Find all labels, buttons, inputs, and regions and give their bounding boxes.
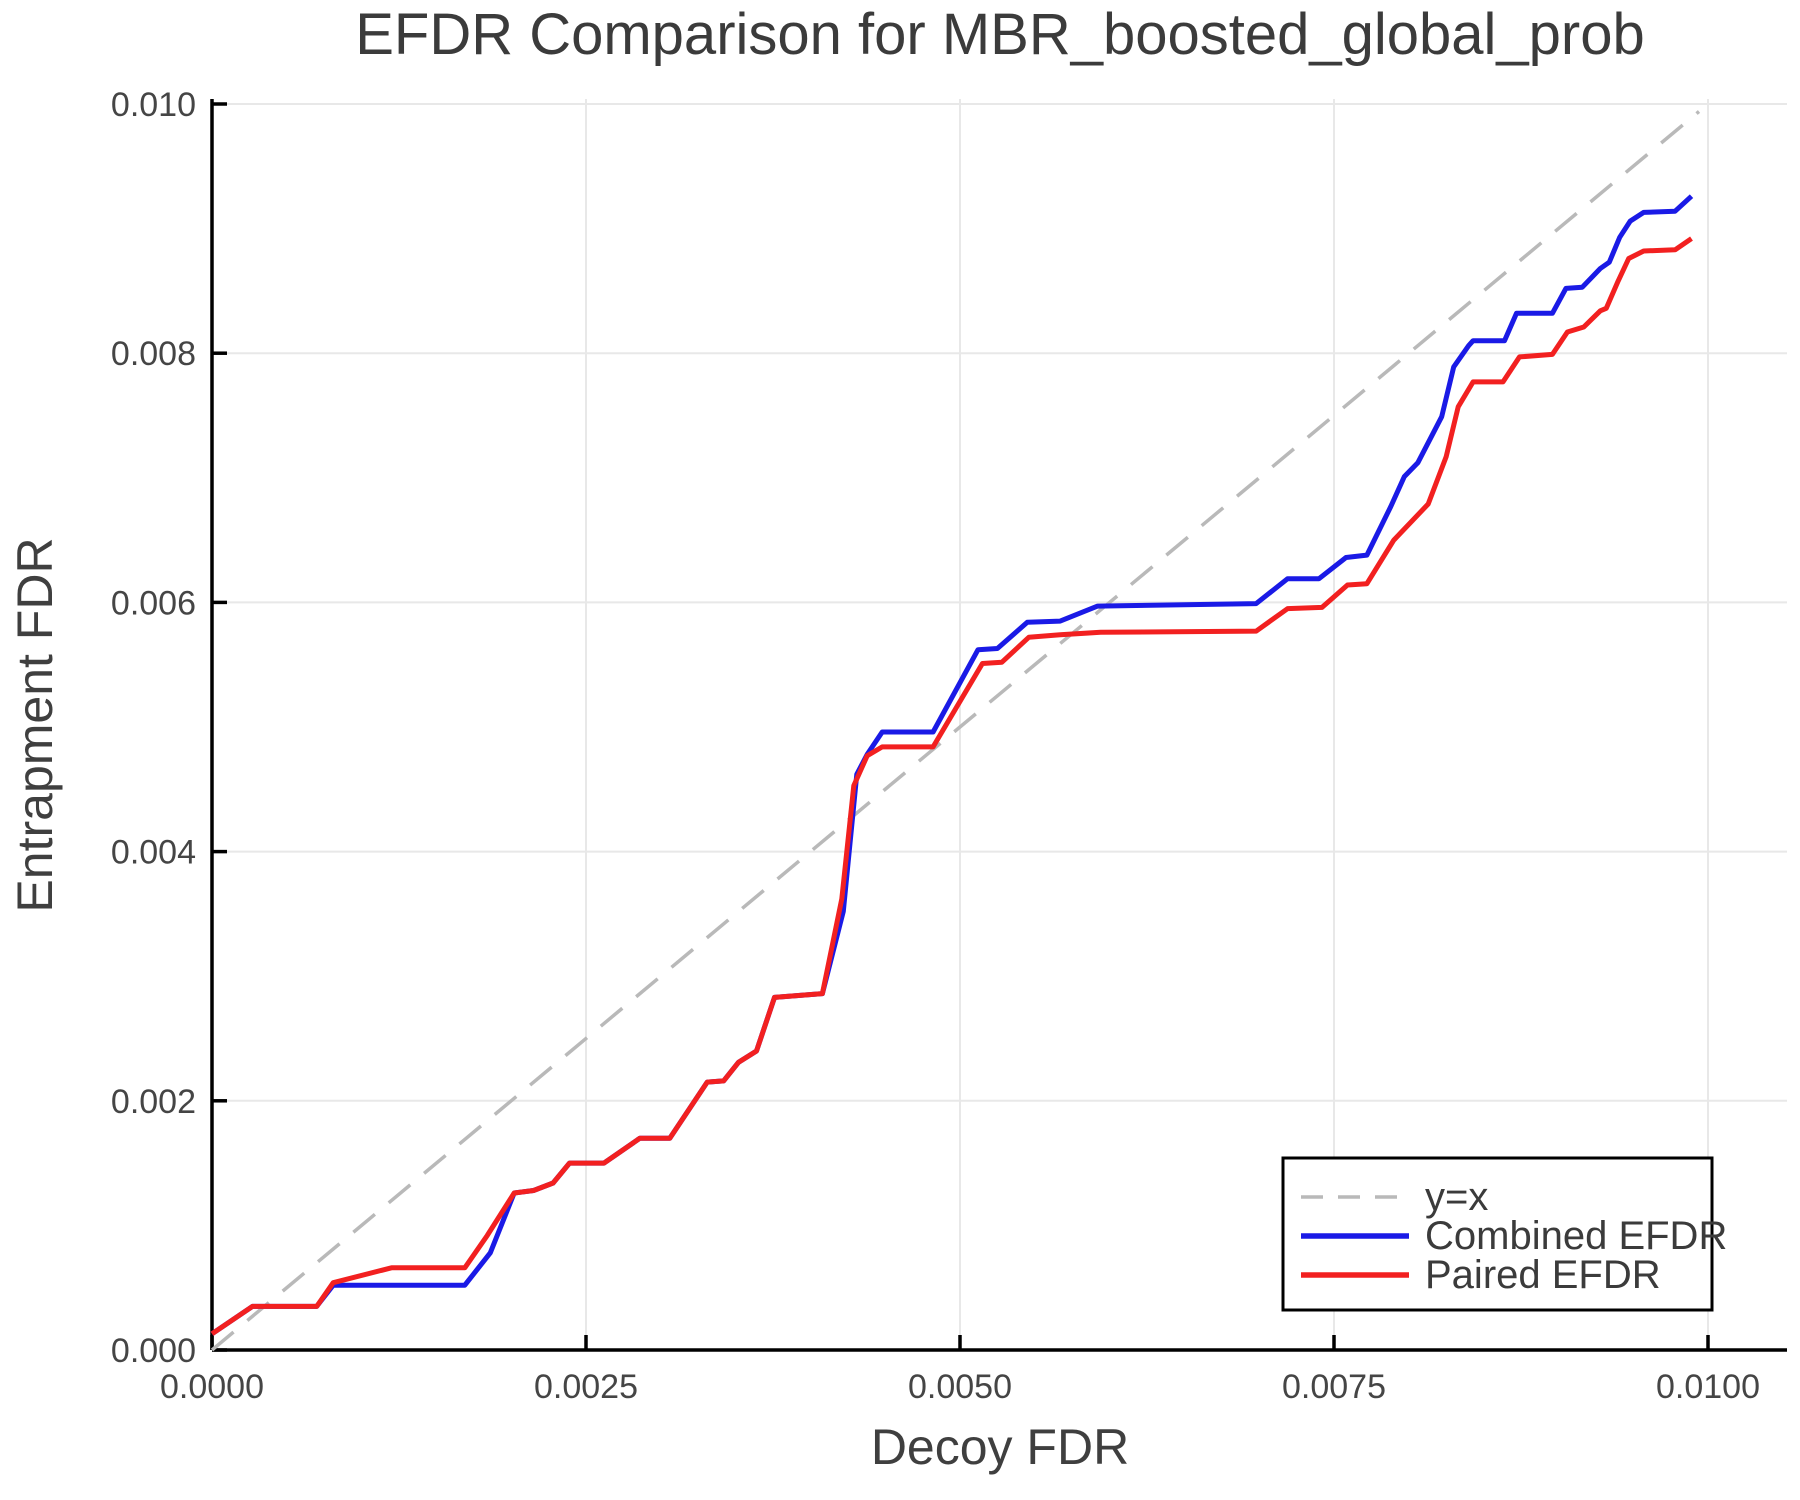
y-tick-label: 0.000 xyxy=(111,1332,196,1370)
x-tick-label: 0.0025 xyxy=(534,1368,638,1406)
x-tick-labels: 0.0000 0.0025 0.0050 0.0075 0.0100 xyxy=(160,1368,1760,1406)
gridlines xyxy=(212,99,1787,1350)
y-tick-labels: 0.000 0.002 0.004 0.006 0.008 0.010 xyxy=(111,86,196,1370)
y-tick-label: 0.004 xyxy=(111,834,196,872)
plot-area xyxy=(212,99,1787,1350)
legend-item-paired-efdr: Paired EFDR xyxy=(1301,1253,1661,1297)
y-axis-label: Entrapment FDR xyxy=(7,537,63,912)
y-tick-label: 0.006 xyxy=(111,584,196,622)
x-tick-label: 0.0075 xyxy=(1282,1368,1386,1406)
legend-item-combined-efdr: Combined EFDR xyxy=(1301,1214,1727,1258)
x-tick-label: 0.0100 xyxy=(1656,1368,1760,1406)
y-tick-label: 0.002 xyxy=(111,1083,196,1121)
x-axis-label: Decoy FDR xyxy=(871,1419,1129,1475)
series-line-paired-efdr xyxy=(210,236,1693,1336)
y-tick-label: 0.010 xyxy=(111,86,196,124)
y-tick-label: 0.008 xyxy=(111,335,196,373)
series-lines xyxy=(210,110,1701,1352)
series-line-y-x xyxy=(210,110,1701,1352)
legend-item-y-x: y=x xyxy=(1301,1175,1488,1219)
legend-label-combined-efdr: Combined EFDR xyxy=(1425,1214,1727,1258)
chart-title: EFDR Comparison for MBR_boosted_global_p… xyxy=(355,2,1645,67)
legend-label-paired-efdr: Paired EFDR xyxy=(1425,1253,1661,1297)
legend-label-y-x: y=x xyxy=(1425,1175,1488,1219)
x-tick-label: 0.0050 xyxy=(908,1368,1012,1406)
x-tick-label: 0.0000 xyxy=(160,1368,264,1406)
